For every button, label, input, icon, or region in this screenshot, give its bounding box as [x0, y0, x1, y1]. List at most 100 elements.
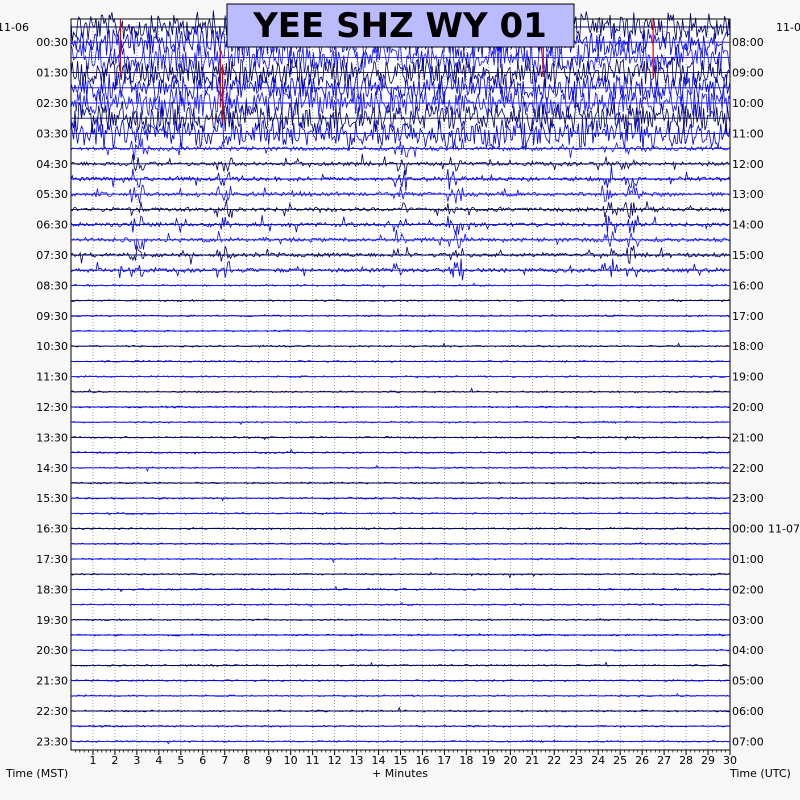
x-tick-label: 2 [111, 754, 118, 767]
left-tick-label: 16:30 [36, 523, 68, 536]
left-tick-label: 15:30 [36, 492, 68, 505]
x-tick-label: 22 [547, 754, 561, 767]
trace-row-21 [70, 342, 731, 348]
x-tick-label: 4 [155, 754, 162, 767]
left-tick-label: 03:30 [36, 127, 68, 140]
left-tick-label: 05:30 [36, 188, 68, 201]
left-tick-label: 22:30 [36, 705, 68, 718]
x-tick-label: 12 [328, 754, 342, 767]
trace-row-38 [70, 601, 731, 608]
trace-row-22 [70, 359, 731, 363]
x-tick-label: 16 [415, 754, 429, 767]
right-tick-label: 02:00 [732, 583, 764, 596]
x-tick-label: 15 [394, 754, 408, 767]
left-tick-label: 12:30 [36, 401, 68, 414]
trace-row-29 [70, 464, 731, 473]
trace-row-8 [70, 138, 731, 160]
right-tick-label: 19:00 [732, 371, 764, 384]
trace-row-24 [70, 387, 730, 394]
trace-row-41 [70, 648, 731, 652]
trace-row-30 [70, 481, 731, 485]
trace-row-44 [70, 692, 731, 698]
trace-row-43 [70, 678, 731, 683]
left-tick-label: 10:30 [36, 340, 68, 353]
seismic-traces [70, 9, 731, 745]
left-tick-label: 02:30 [36, 97, 68, 110]
trace-row-32 [70, 511, 731, 516]
trace-row-36 [70, 571, 731, 579]
right-tick-label: 12:00 [732, 158, 764, 171]
right-date-label: 11-06 [776, 21, 800, 34]
x-tick-label: 8 [243, 754, 250, 767]
trace-row-45 [70, 706, 731, 713]
left-tick-label: 21:30 [36, 675, 68, 688]
right-tick-label: 11:00 [732, 127, 764, 140]
trace-row-47 [70, 739, 731, 745]
x-tick-label: 5 [177, 754, 184, 767]
right-tick-label: 23:00 [732, 492, 764, 505]
left-tick-label: 23:30 [36, 735, 68, 748]
trace-row-3 [70, 56, 731, 90]
x-tick-label: 20 [503, 754, 517, 767]
trace-row-13 [70, 214, 731, 236]
trace-row-14 [70, 229, 731, 250]
left-tick-label: 06:30 [36, 219, 68, 232]
x-tick-label: 7 [221, 754, 228, 767]
right-tick-label: 04:00 [732, 644, 764, 657]
right-tick-label: 21:00 [732, 431, 764, 444]
trace-row-11 [70, 184, 731, 204]
trace-row-15 [70, 245, 731, 265]
chart-title: YEE SHZ WY 01 [252, 6, 547, 46]
left-tick-label: 13:30 [36, 431, 68, 444]
right-axis-utc: 08:00 09:00 10:00 11:00 12:00 13:00 14:00 15:00… [732, 36, 800, 748]
x-tick-label: 6 [199, 754, 206, 767]
red-marks [119, 19, 654, 123]
left-tick-label: 08:30 [36, 279, 68, 292]
x-tick-label: 11 [306, 754, 320, 767]
trace-row-40 [70, 633, 731, 637]
trace-row-18 [70, 299, 731, 303]
trace-row-5 [70, 86, 731, 121]
right-tick-label: 01:00 [732, 553, 764, 566]
left-date-label: 11-06 [0, 21, 29, 34]
x-tick-label: 17 [437, 754, 451, 767]
trace-row-7 [70, 116, 731, 151]
trace-row-46 [70, 724, 731, 728]
right-tick-label: 06:00 [732, 705, 764, 718]
x-tick-label: 3 [133, 754, 140, 767]
x-tick-label: 30 [723, 754, 737, 767]
x-axis: 1 2 3 4 5 6 7 8 9 10 11 12 13 14 15 16 17 18 19 20 21 22 23 24 2… [75, 750, 737, 767]
right-tick-label: 08:00 [732, 36, 764, 49]
x-tick-label: 18 [459, 754, 473, 767]
right-tick-label: 03:00 [732, 614, 764, 627]
left-tick-label: 11:30 [36, 371, 68, 384]
x-tick-label: 14 [372, 754, 386, 767]
trace-row-34 [70, 541, 730, 546]
trace-row-4 [70, 70, 731, 105]
x-tick-label: 27 [657, 754, 671, 767]
trace-row-35 [70, 557, 730, 564]
right-tick-label: 00:00 [732, 523, 764, 536]
trace-row-19 [70, 313, 731, 318]
trace-row-26 [70, 420, 731, 426]
right-tick-label: 17:00 [732, 310, 764, 323]
right-tick-label: 05:00 [732, 675, 764, 688]
trace-row-12 [70, 199, 731, 220]
right-date-change-label: 11-07 [768, 523, 800, 536]
left-axis-title: Time (MST) [5, 767, 68, 780]
trace-row-33 [70, 527, 731, 531]
right-tick-label: 07:00 [732, 735, 764, 748]
right-axis-title: Time (UTC) [729, 767, 791, 780]
trace-row-28 [70, 448, 731, 455]
title-box [226, 3, 575, 48]
trace-row-42 [70, 661, 731, 668]
trace-row-31 [70, 496, 731, 502]
left-tick-label: 01:30 [36, 67, 68, 80]
left-axis-mst: 00:30 01:30 02:30 03:30 04:30 05:30 06:30 07:30… [36, 36, 68, 748]
x-tick-label: 26 [635, 754, 649, 767]
trace-row-20 [70, 329, 731, 333]
right-tick-label: 22:00 [732, 462, 764, 475]
left-tick-label: 07:30 [36, 249, 68, 262]
trace-row-23 [70, 374, 730, 379]
